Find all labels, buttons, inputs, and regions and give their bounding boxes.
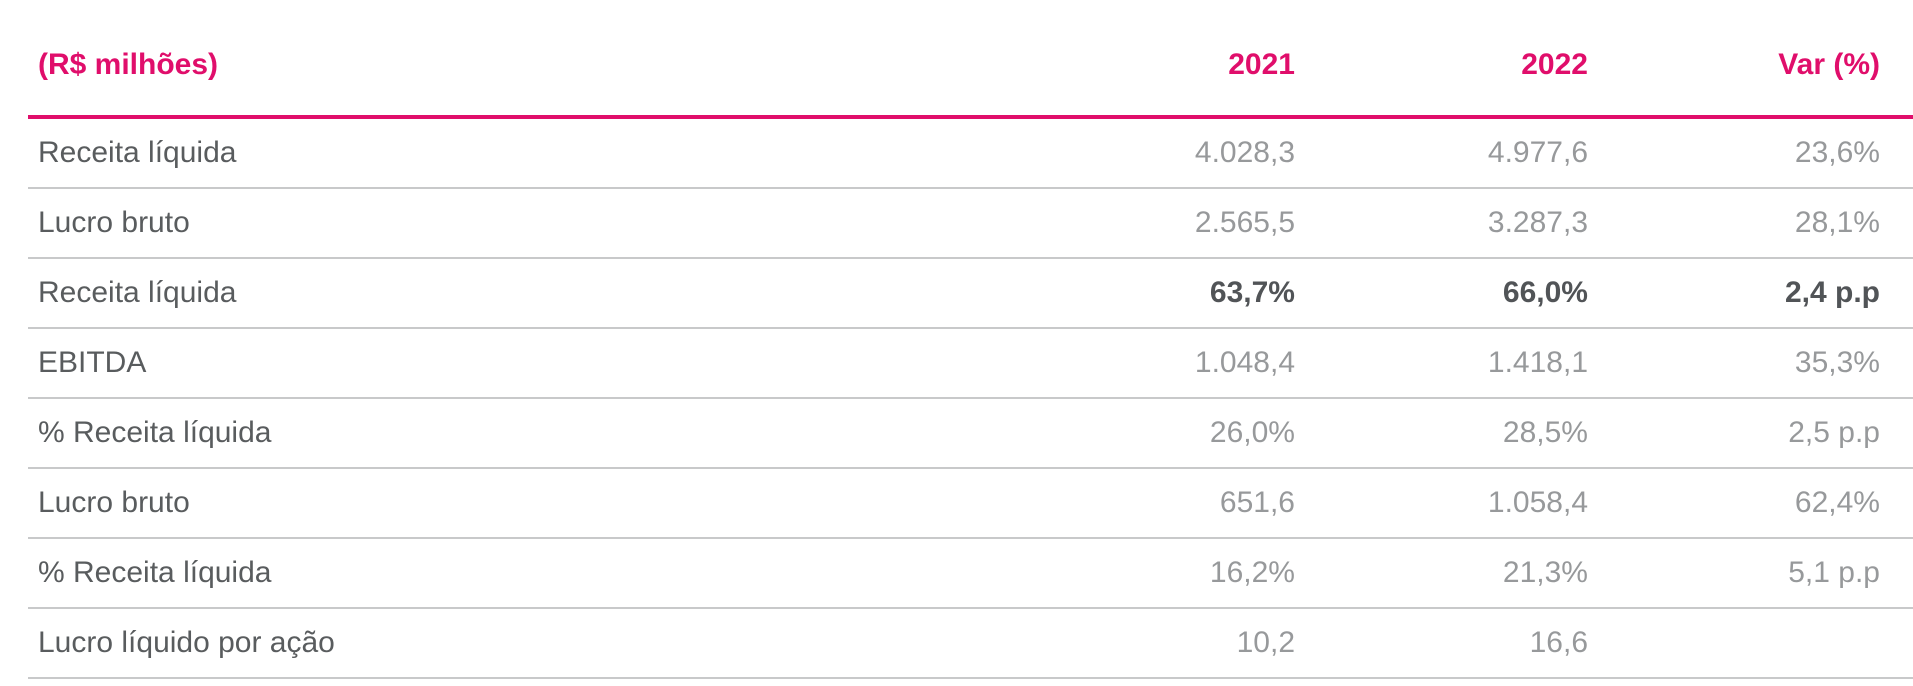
value-2021: 651,6 xyxy=(1013,468,1313,539)
value-var: 35,3% xyxy=(1613,328,1913,399)
value-2021: 1.048,4 xyxy=(1013,328,1313,399)
table-row: Lucro bruto 651,6 1.058,4 62,4% xyxy=(28,468,1913,539)
value-2021: 63,7% xyxy=(1013,258,1313,329)
column-header-2022: 2022 xyxy=(1313,0,1613,119)
row-label: Lucro bruto xyxy=(28,188,1013,259)
row-label: % Receita líquida xyxy=(28,538,1013,609)
value-2021: 26,0% xyxy=(1013,398,1313,469)
value-2021: 10,2 xyxy=(1013,608,1313,679)
row-label: Lucro bruto xyxy=(28,468,1013,539)
value-2022: 1.418,1 xyxy=(1313,328,1613,399)
value-2022: 1.058,4 xyxy=(1313,468,1613,539)
row-label: Receita líquida xyxy=(28,258,1013,329)
value-var: 62,4% xyxy=(1613,468,1913,539)
table-row: Receita líquida 4.028,3 4.977,6 23,6% xyxy=(28,117,1913,189)
table-row: Lucro líquido por ação 10,2 16,6 xyxy=(28,608,1913,679)
value-2022: 28,5% xyxy=(1313,398,1613,469)
table-row: EBITDA 1.048,4 1.418,1 35,3% xyxy=(28,328,1913,399)
value-2022: 21,3% xyxy=(1313,538,1613,609)
row-label: % Receita líquida xyxy=(28,398,1013,469)
column-header-2021: 2021 xyxy=(1013,0,1313,119)
table-row: % Receita líquida 26,0% 28,5% 2,5 p.p xyxy=(28,398,1913,469)
row-label: Receita líquida xyxy=(28,117,1013,189)
table-row: Lucro bruto 2.565,5 3.287,3 28,1% xyxy=(28,188,1913,259)
table-row: % Receita líquida 16,2% 21,3% 5,1 p.p xyxy=(28,538,1913,609)
value-var: 2,5 p.p xyxy=(1613,398,1913,469)
row-label: EBITDA xyxy=(28,328,1013,399)
value-2021: 16,2% xyxy=(1013,538,1313,609)
value-2022: 16,6 xyxy=(1313,608,1613,679)
table-row: Receita líquida 63,7% 66,0% 2,4 p.p xyxy=(28,258,1913,329)
value-2022: 66,0% xyxy=(1313,258,1613,329)
column-header-var: Var (%) xyxy=(1613,0,1913,119)
value-2022: 3.287,3 xyxy=(1313,188,1613,259)
value-var: 5,1 p.p xyxy=(1613,538,1913,609)
value-var: 28,1% xyxy=(1613,188,1913,259)
value-var: 2,4 p.p xyxy=(1613,258,1913,329)
table-header-row: (R$ milhões) 2021 2022 Var (%) xyxy=(28,0,1913,119)
value-2021: 2.565,5 xyxy=(1013,188,1313,259)
value-var xyxy=(1613,608,1913,679)
row-label: Lucro líquido por ação xyxy=(28,608,1013,679)
unit-header: (R$ milhões) xyxy=(28,0,1013,119)
value-var: 23,6% xyxy=(1613,117,1913,189)
value-2022: 4.977,6 xyxy=(1313,117,1613,189)
value-2021: 4.028,3 xyxy=(1013,117,1313,189)
financial-table: (R$ milhões) 2021 2022 Var (%) Receita l… xyxy=(28,0,1913,679)
